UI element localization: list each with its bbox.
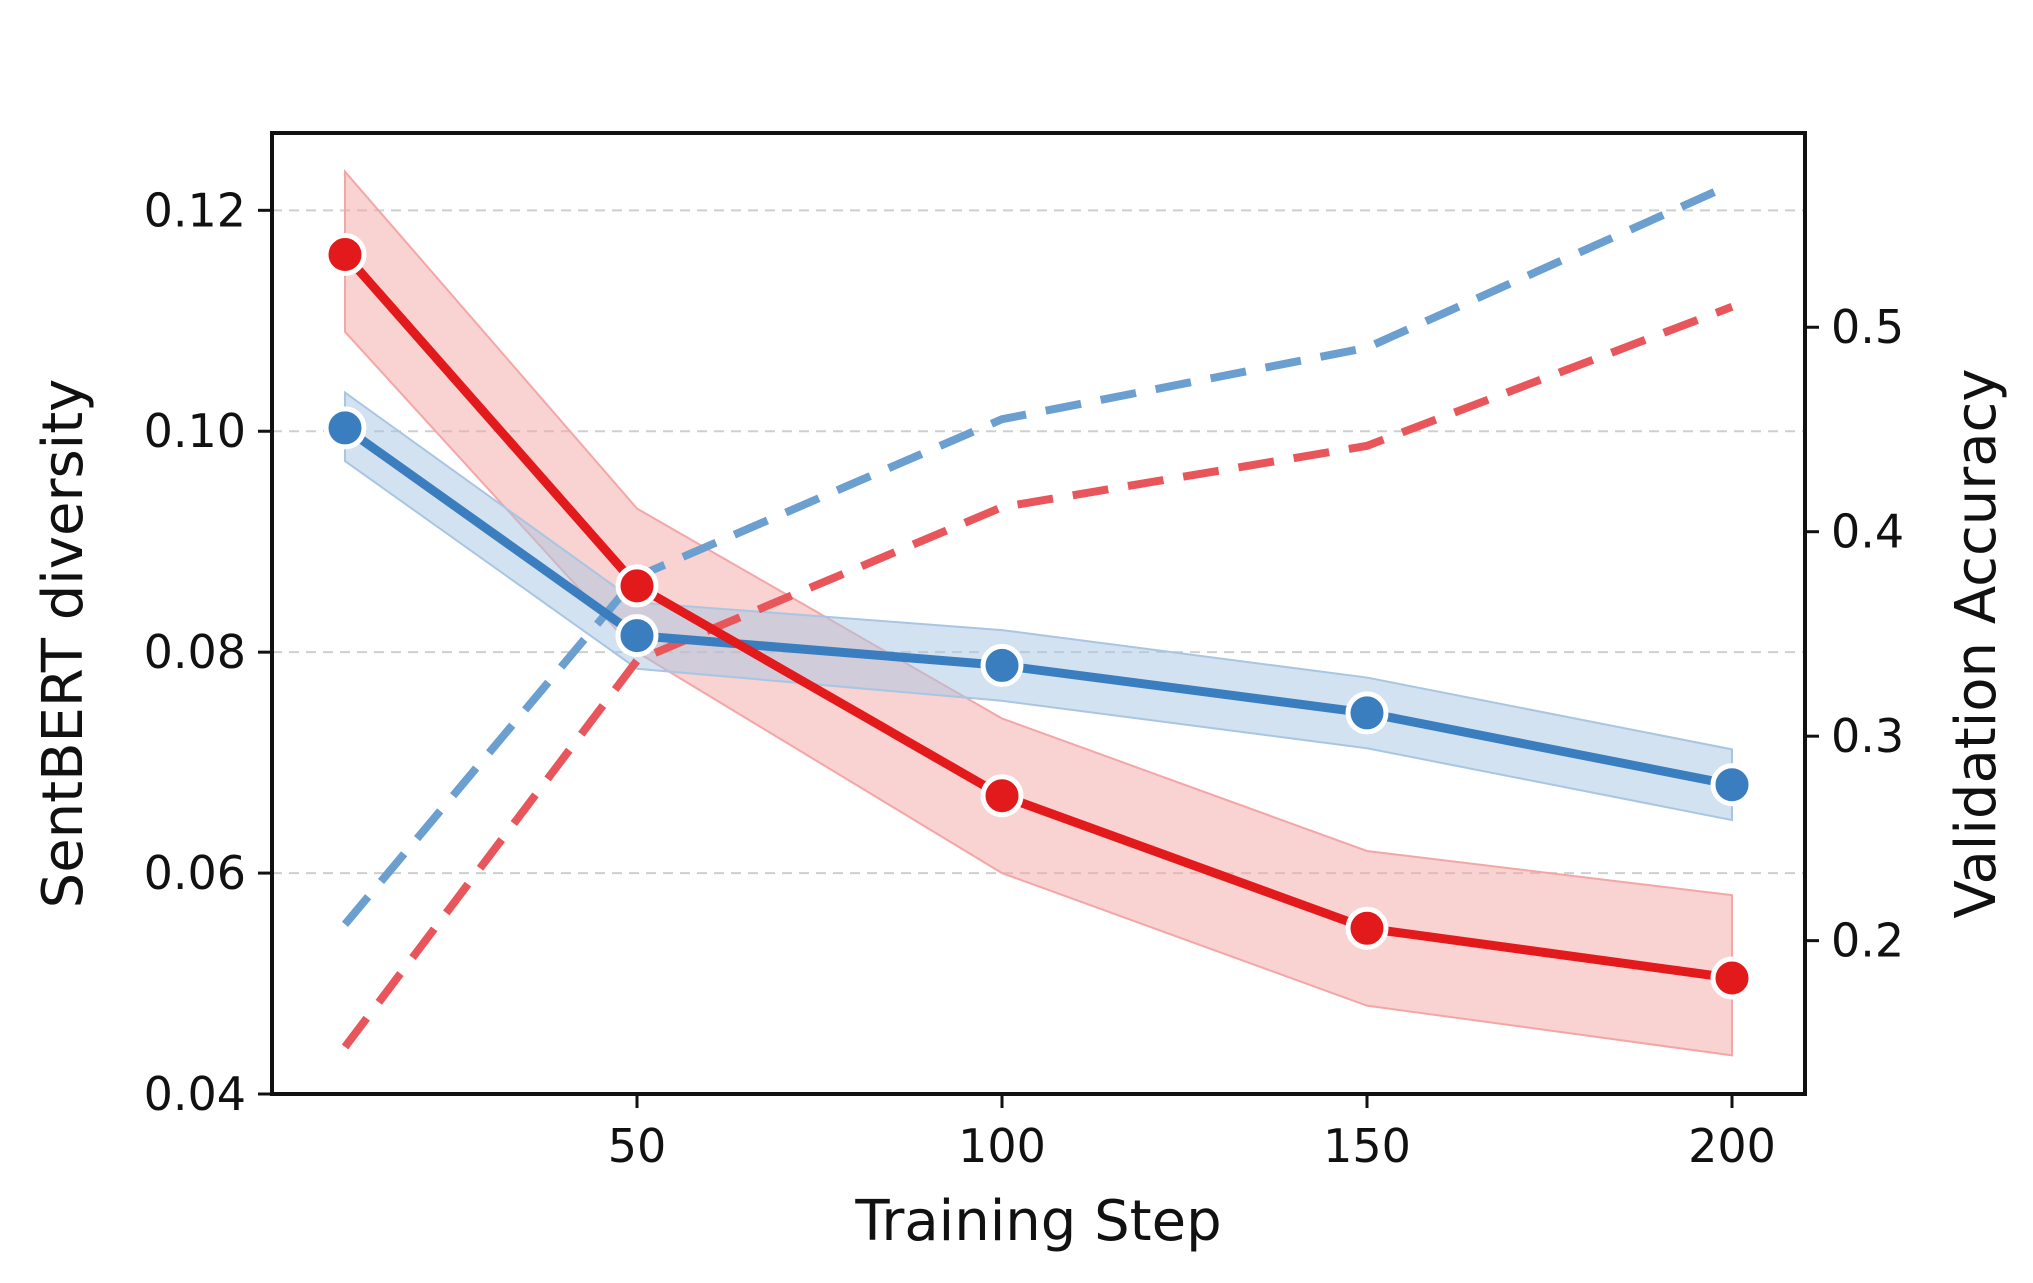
data-point	[1710, 763, 1754, 807]
x-tick-label: 100	[958, 1119, 1046, 1173]
data-point	[323, 233, 367, 277]
data-point	[980, 643, 1024, 687]
y-left-tick-label: 0.12	[144, 183, 246, 237]
x-tick-label: 50	[608, 1119, 667, 1173]
series-markers	[323, 233, 1754, 1000]
data-point	[1710, 956, 1754, 1000]
data-point	[1345, 691, 1389, 735]
confidence-band	[344, 168, 1733, 1057]
data-point	[615, 614, 659, 658]
axis-ticks: 0.04 0.06 0.08 0.10 0.12 0.2 0.3 0.4 0.5 50 100 150…	[144, 183, 1905, 1173]
y-left-tick-label: 0.04	[144, 1067, 246, 1121]
y-right-tick-label: 0.5	[1831, 300, 1904, 354]
confidence-bands	[344, 168, 1733, 1057]
data-point	[1345, 906, 1389, 950]
y-right-tick-label: 0.2	[1831, 914, 1904, 968]
data-point	[323, 406, 367, 450]
y-right-tick-label: 0.3	[1831, 709, 1904, 763]
y-left-tick-label: 0.08	[144, 625, 246, 679]
y-left-tick-label: 0.10	[144, 404, 246, 458]
y-left-axis-title: SentBERT diversity	[31, 379, 96, 909]
data-point	[615, 564, 659, 608]
x-tick-label: 200	[1688, 1119, 1776, 1173]
x-tick-label: 150	[1323, 1119, 1411, 1173]
y-right-tick-label: 0.4	[1831, 505, 1904, 559]
plot-frame	[270, 131, 1807, 1096]
series-line-dashed	[341, 180, 1734, 927]
y-left-tick-label: 0.06	[144, 846, 246, 900]
data-point	[980, 774, 1024, 818]
y-right-axis-title: Validation Accuracy	[1944, 369, 2009, 919]
x-axis-title: Training Step	[854, 1189, 1221, 1254]
